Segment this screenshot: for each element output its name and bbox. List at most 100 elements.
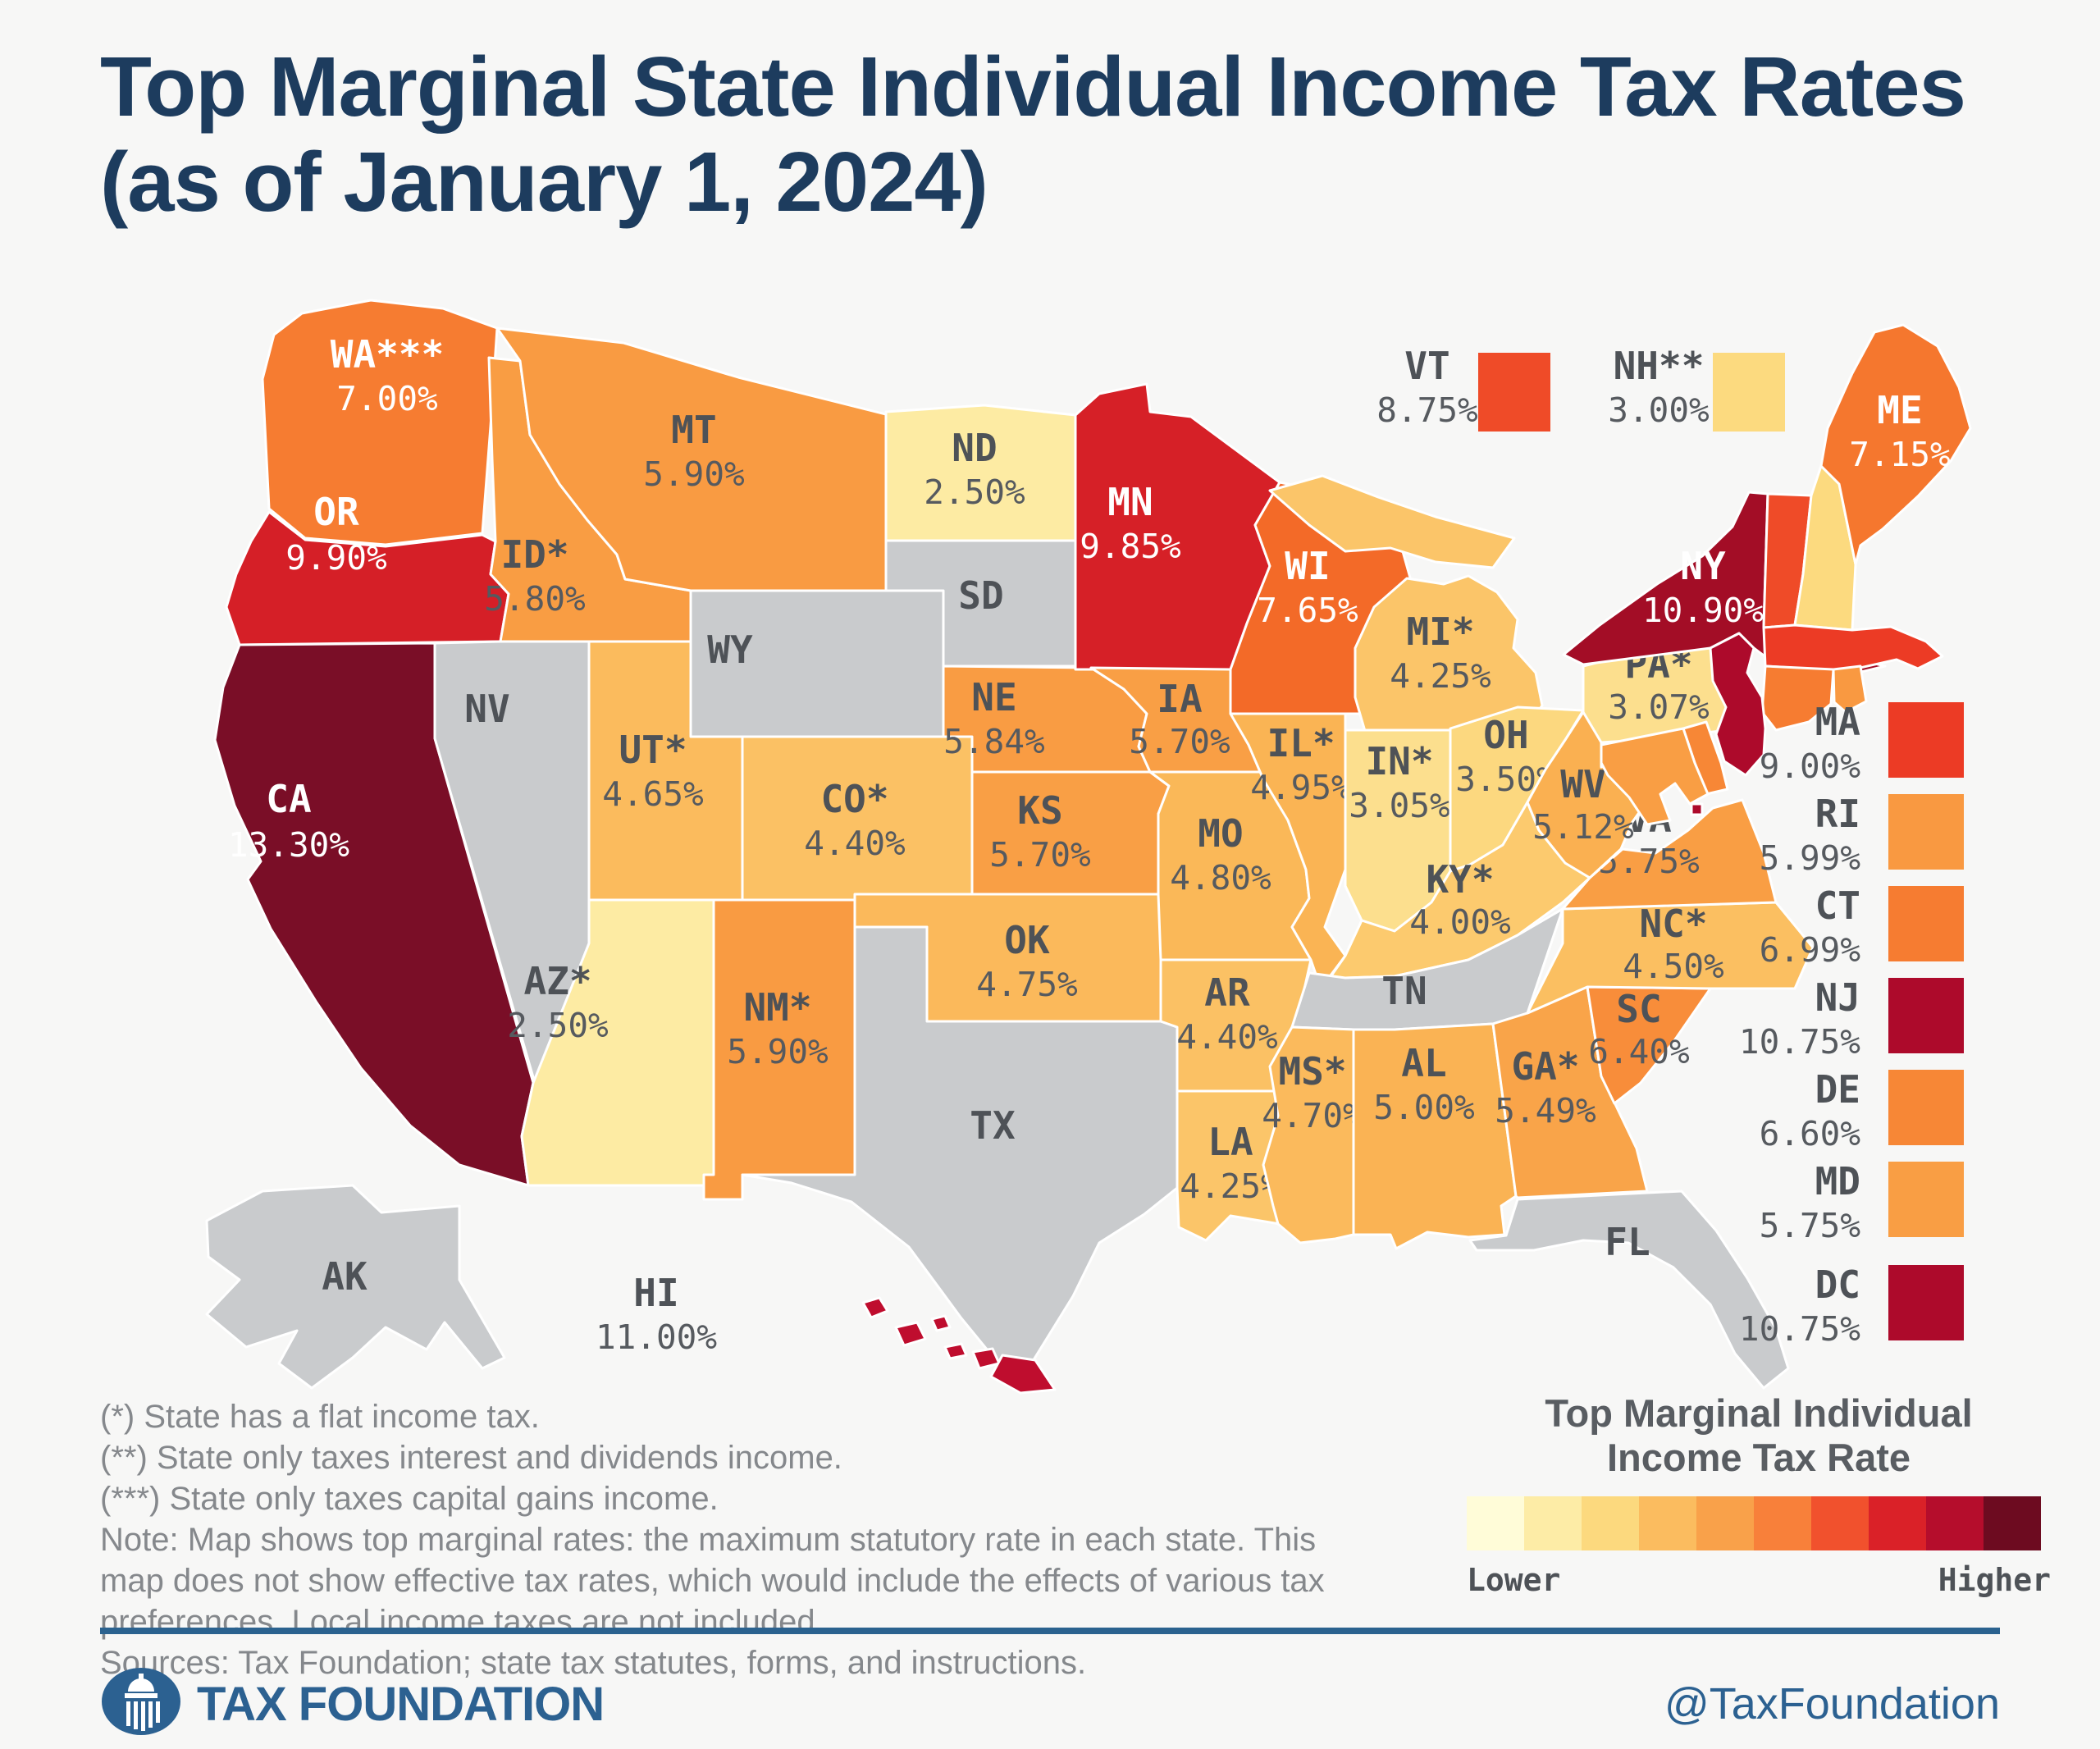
state-label: HI [633,1271,678,1315]
state-shape-ND [884,404,1077,542]
capitol-dome-icon [128,1678,154,1692]
footnote-capital: (***) State only taxes capital gains inc… [100,1481,719,1517]
state-shape-AL [1352,1022,1518,1250]
title-line-2: (as of January 1, 2024) [100,135,988,229]
state-shape-DC [1690,802,1704,816]
side-label-DE: DE [1815,1067,1860,1112]
side-rate-MD: 5.75% [1760,1206,1861,1245]
state-AL: AL 5.00% [1352,1022,1518,1250]
legend-swatch-6 [1754,1496,1811,1550]
state-shape-WA [261,299,499,546]
state-CT [1760,664,1835,732]
callout-label-NH: NH** [1614,344,1705,388]
state-shape-AK [205,1184,506,1390]
tax-foundation-logo [102,1668,180,1735]
legend-higher-label: Higher [1938,1562,2051,1598]
state-NM: NM* 5.90% [702,898,856,1201]
legend-swatch-2 [1524,1496,1582,1550]
state-shape-TX [741,925,1179,1388]
state-ND: ND 2.50% [884,404,1077,542]
state-shape-KS [970,770,1171,896]
state-shape-ME [1819,323,1972,566]
legend-swatch-5 [1696,1496,1754,1550]
state-shape-FL [1468,1190,1790,1390]
state-MA [1762,623,1944,673]
state-rate: 11.00% [596,1317,717,1357]
side-rate-NJ: 10.75% [1739,1022,1860,1062]
legend-range-labels: Lower Higher [1467,1562,2051,1598]
legend-swatch-10 [1984,1496,2041,1550]
side-swatch-DE [1888,1070,1964,1145]
footnote-flat: (*) State has a flat income tax. [100,1399,540,1435]
state-shape-CO [741,735,974,902]
side-entry-DE: DE 6.60% [1760,1067,1964,1153]
state-shape-MA [1762,623,1944,673]
side-swatch-MA [1888,702,1964,778]
title-line-1: Top Marginal State Individual Income Tax… [100,39,1966,134]
side-entry-RI: RI 5.99% [1760,792,1964,878]
state-shape-HI-1 [861,1296,889,1319]
side-rate-DE: 6.60% [1760,1114,1861,1153]
state-KS: KS 5.70% [970,770,1171,896]
state-WA: WA*** 7.00% [261,299,499,546]
footnote-note: Note: Map shows top marginal rates: the … [100,1522,1325,1640]
state-NJ [1709,632,1767,777]
logo-columns [126,1701,160,1731]
legend-swatch-4 [1639,1496,1696,1550]
state-shape-RI [1832,664,1868,714]
state-shape-MI-upper [1268,474,1516,569]
state-shape-MD [1600,727,1710,826]
state-shape-IL [1229,712,1347,990]
side-label-CT: CT [1815,884,1860,928]
side-swatch-DC [1888,1265,1964,1340]
side-swatch-RI [1888,794,1964,870]
state-RI [1832,664,1868,714]
state-shape-WY [689,589,945,738]
legend-swatch-8 [1869,1496,1926,1550]
legend-swatch-3 [1582,1496,1639,1550]
side-rate-RI: 5.99% [1760,838,1861,878]
callout-rate-VT: 8.75% [1376,390,1478,430]
side-swatch-NJ [1888,978,1964,1053]
side-label-RI: RI [1815,792,1860,836]
state-shape-MS [1262,1025,1355,1244]
side-label-NJ: NJ [1815,975,1860,1020]
legend-title-line-2: Income Tax Rate [1606,1436,1911,1479]
footer: TAX FOUNDATION @TaxFoundation [100,1665,2000,1739]
logo-spire [139,1674,144,1682]
callout-rate-NH: 3.00% [1608,390,1710,430]
state-AK: AK [205,1184,506,1390]
state-SC: SC 6.40% [1586,985,1712,1105]
state-CO: CO* 4.40% [741,735,974,902]
legend-title: Top Marginal Individual Income Tax Rate [1467,1391,2051,1480]
state-shape-NC [1526,901,1815,1015]
state-MS: MS* 4.70% [1262,1025,1363,1244]
side-entry-MD: MD 5.75% [1760,1159,1964,1245]
legend-swatch-7 [1811,1496,1869,1550]
side-swatch-MD [1888,1162,1964,1237]
state-shape-SC [1586,985,1712,1105]
side-swatch-CT [1888,886,1964,961]
side-label-DC: DC [1815,1263,1860,1307]
footnote-sources: Sources: Tax Foundation; state tax statu… [100,1645,1087,1681]
state-shape-CT [1760,664,1835,732]
state-shapes: WA*** 7.00% OR 9.90% CA 13.30% NV ID* 5.… [205,299,1972,1395]
legend-swatch-1 [1467,1496,1524,1550]
footer-divider [100,1628,2000,1634]
side-list: MA 9.00% RI 5.99% CT 6.99% NJ 10.75% DE [1739,700,1964,1349]
state-shape-NJ [1709,632,1767,777]
footnote-interest: (**) State only taxes interest and divid… [100,1440,842,1476]
legend-title-line-1: Top Marginal Individual [1545,1391,1973,1435]
social-handle: @TaxFoundation [1664,1679,2000,1728]
callout-NH: NH** 3.00% [1608,344,1785,432]
state-MD [1600,727,1710,826]
brand-name: TAX FOUNDATION [197,1678,605,1731]
state-DC-dot [1690,802,1704,816]
state-FL: FL [1468,1190,1790,1390]
callout-swatch-NH [1713,353,1785,432]
callout-label-VT: VT [1404,344,1449,388]
page-title: Top Marginal State Individual Income Tax… [100,39,2020,230]
footnotes: (*) State has a flat income tax. (**) St… [100,1396,1347,1683]
state-shape-HI-2 [894,1321,927,1347]
